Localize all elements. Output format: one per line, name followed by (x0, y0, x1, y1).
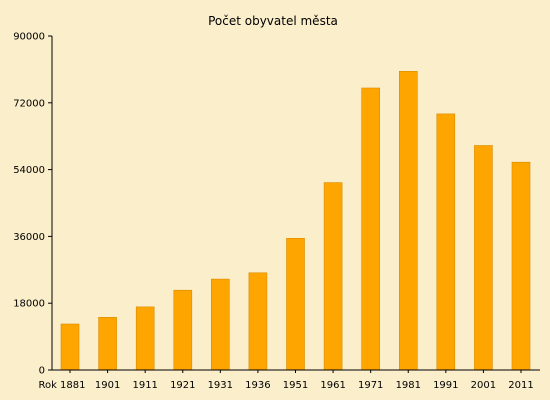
bar-1911 (135, 306, 155, 371)
axes-group (48, 35, 540, 373)
bar-2001 (474, 145, 493, 371)
bar-1981 (398, 71, 418, 371)
x-tick-label: 1981 (396, 380, 421, 391)
bar-1901 (98, 316, 117, 371)
y-tick-label: 54000 (13, 165, 45, 176)
bar-1936 (248, 272, 268, 371)
bar-rok-1881 (60, 323, 80, 371)
y-tick-label: 72000 (13, 98, 45, 109)
x-tick-label: 1901 (95, 380, 120, 391)
bar-2011 (511, 161, 531, 371)
y-tick-label: 18000 (13, 299, 45, 310)
chart-title: Počet obyvatel města (208, 14, 338, 28)
x-tick-label: 1951 (283, 380, 308, 391)
bar-1971 (361, 87, 381, 371)
x-tick-label: 2001 (471, 380, 496, 391)
x-tick-label: 1971 (358, 380, 383, 391)
y-tick-label: 36000 (13, 232, 45, 243)
x-tick-label: 2011 (508, 380, 533, 391)
x-tick-label: 1961 (320, 380, 345, 391)
y-tick-label: 90000 (13, 32, 45, 43)
y-tick-label: 0 (39, 366, 45, 377)
bar-1951 (286, 238, 305, 371)
bar-1921 (173, 289, 193, 371)
x-tick-label: 1911 (132, 380, 157, 391)
bar-1961 (323, 182, 343, 371)
x-tick-label: 1991 (433, 380, 458, 391)
labels-group: 0 18000 36000 54000 72000 90000 Rok 1881 1901 19… (13, 32, 534, 392)
x-tick-label: 1921 (170, 380, 195, 391)
bar-1991 (436, 113, 456, 371)
bars-group (60, 71, 531, 371)
x-tick-label: 1936 (245, 380, 270, 391)
bar-1931 (211, 278, 230, 371)
x-tick-label: 1931 (208, 380, 233, 391)
x-tick-label: Rok 1881 (38, 380, 85, 391)
